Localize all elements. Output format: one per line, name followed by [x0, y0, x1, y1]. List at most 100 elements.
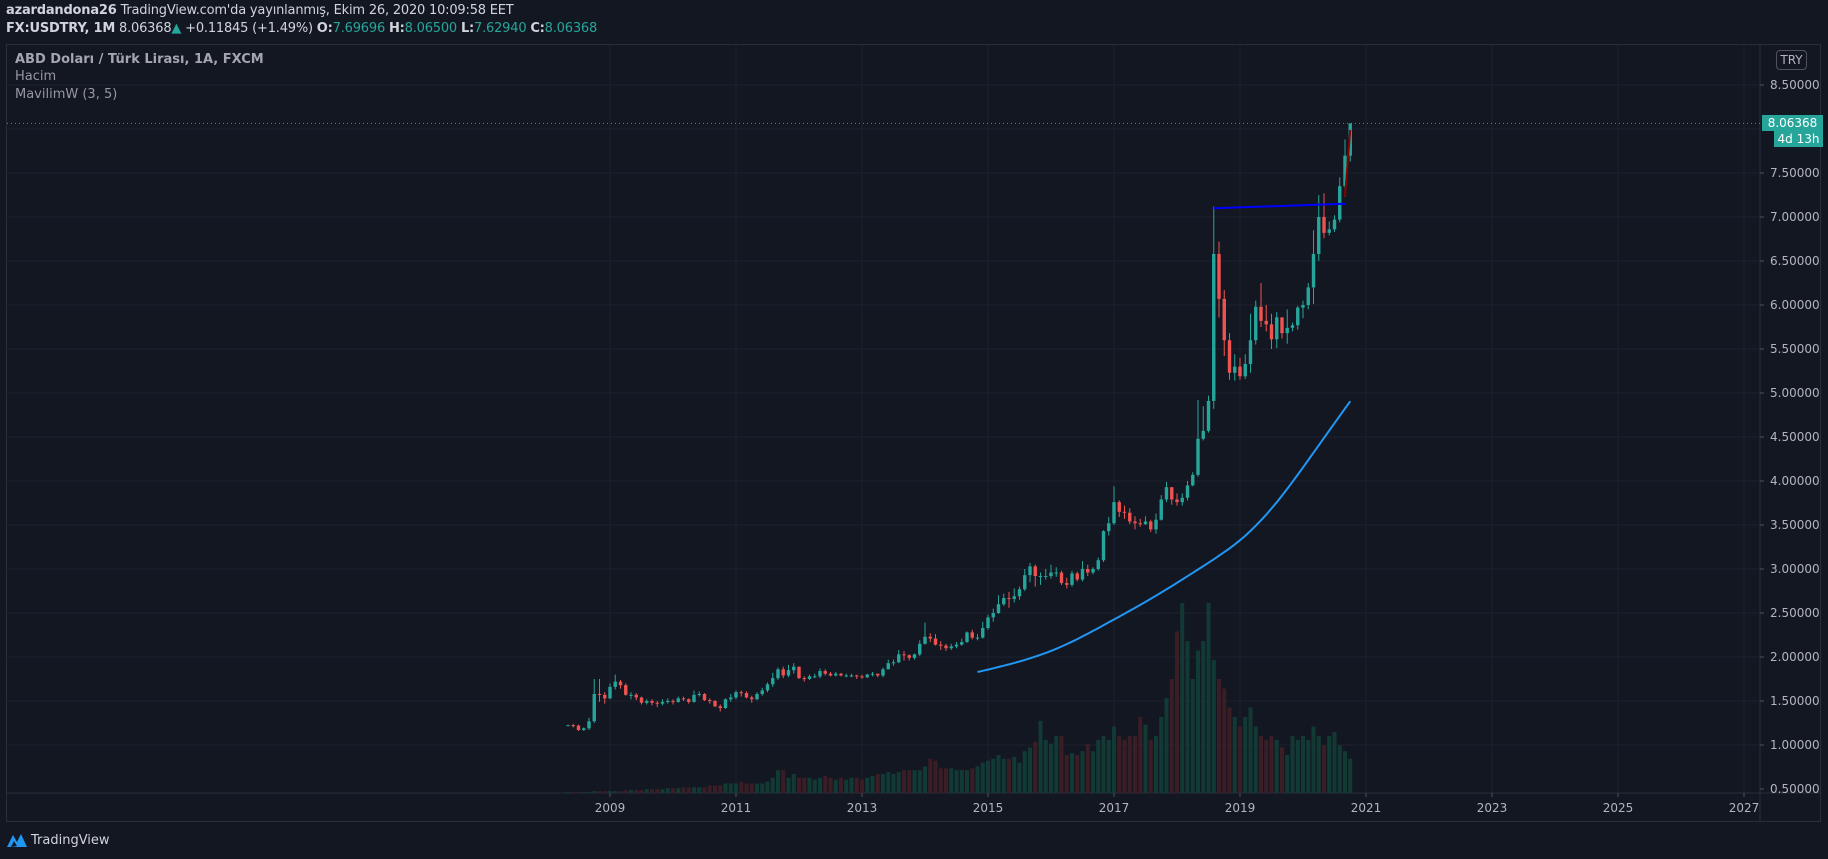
- volume-bar: [870, 775, 875, 793]
- candle-up: [1301, 305, 1305, 308]
- candle-down: [1259, 306, 1263, 321]
- candle-down: [713, 701, 717, 707]
- legend-volume[interactable]: Hacim: [15, 69, 57, 84]
- candle-up: [891, 662, 896, 664]
- candle-down: [1170, 487, 1174, 500]
- candle-up: [592, 693, 596, 722]
- candle-up: [1196, 438, 1200, 475]
- volume-bar: [1175, 631, 1179, 793]
- candle-up: [786, 670, 791, 676]
- volume-bar: [1033, 741, 1038, 793]
- volume-bar: [686, 787, 691, 793]
- candle-up: [587, 721, 591, 729]
- candle-up: [1311, 253, 1316, 288]
- candle-up: [844, 675, 848, 677]
- price-axis-label: 3.50000: [1770, 518, 1820, 532]
- volume-bar: [933, 760, 938, 793]
- volume-bar: [928, 758, 933, 793]
- price-axis-label: 4.50000: [1770, 430, 1820, 444]
- volume-bar: [1080, 751, 1085, 793]
- volume-bar: [980, 762, 985, 793]
- volume-bar: [613, 791, 618, 793]
- volume-bar: [1238, 726, 1242, 793]
- candle-down: [828, 673, 833, 676]
- volume-bar: [1243, 717, 1248, 793]
- candle-up: [1317, 217, 1321, 254]
- author-name[interactable]: azardandona26: [6, 3, 117, 18]
- volume-bar: [702, 787, 707, 793]
- candle-up: [1248, 340, 1253, 364]
- price-axis-label: 0.50000: [1770, 782, 1820, 796]
- volume-bar: [1143, 724, 1148, 793]
- candle-up: [1044, 576, 1048, 578]
- volume-bar: [1106, 739, 1111, 793]
- price-axis-label: 6.00000: [1770, 298, 1820, 312]
- candle-up: [849, 675, 854, 677]
- volume-bar: [660, 789, 665, 793]
- candle-down: [624, 685, 628, 695]
- price-axis-label: 6.50000: [1770, 254, 1820, 268]
- chart-pane[interactable]: [6, 44, 1821, 822]
- legend-mavilimw[interactable]: MavilimW (3, 5): [15, 87, 118, 102]
- candle-up: [676, 698, 680, 702]
- volume-bar: [1253, 726, 1258, 793]
- currency-badge[interactable]: TRY: [1776, 50, 1807, 70]
- volume-bar: [597, 791, 602, 793]
- candle-up: [776, 669, 780, 679]
- candle-up: [760, 690, 764, 694]
- candle-down: [797, 666, 801, 679]
- candle-down: [902, 654, 906, 656]
- time-axis-label: 2011: [721, 801, 752, 815]
- candle-up: [792, 666, 796, 671]
- volume-bar: [823, 775, 828, 793]
- candle-up: [1212, 253, 1216, 401]
- volume-bar: [1038, 720, 1043, 793]
- volume-bar: [1180, 603, 1185, 793]
- price-axis-label: 8.50000: [1770, 78, 1820, 92]
- time-axis-label: 2015: [973, 801, 1004, 815]
- volume-bar: [581, 792, 586, 793]
- volume-bar: [944, 768, 948, 793]
- candle-up: [1080, 569, 1085, 580]
- candle-down: [802, 678, 806, 680]
- volume-bar: [1248, 707, 1253, 793]
- candle-down: [928, 636, 932, 639]
- volume-bar: [1327, 736, 1332, 793]
- time-axis-label: 2021: [1351, 801, 1382, 815]
- volume-bar: [1185, 641, 1190, 793]
- price-axis-label: 2.50000: [1770, 606, 1820, 620]
- drawing-trendline: [1213, 202, 1346, 210]
- candle-down: [702, 693, 707, 701]
- candle-down: [576, 725, 581, 731]
- candle-up: [834, 673, 838, 676]
- volume-bar: [965, 770, 969, 793]
- volume-bar: [1112, 726, 1116, 793]
- volume-bar: [1043, 739, 1048, 793]
- candle-up: [566, 725, 570, 727]
- volume-bar: [849, 777, 854, 793]
- volume-bar: [1012, 756, 1017, 793]
- candle-up: [870, 673, 875, 675]
- candle-down: [876, 673, 880, 676]
- volume-bar: [618, 791, 623, 793]
- price-change: +0.11845 (+1.49%): [185, 21, 313, 36]
- legend-main-series[interactable]: ABD Doları / Türk Lirası, 1A, FXCM: [15, 52, 264, 67]
- volume-bar: [634, 790, 639, 793]
- volume-bar: [1007, 758, 1011, 793]
- candle-down: [744, 693, 749, 698]
- volume-bar: [707, 785, 712, 793]
- volume-bar: [1348, 758, 1353, 793]
- volume-bar: [1159, 717, 1164, 793]
- candle-up: [1206, 400, 1211, 431]
- volume-bar: [1164, 698, 1169, 793]
- tradingview-logo[interactable]: TradingView: [6, 832, 110, 848]
- price-axis-label: 1.00000: [1770, 738, 1820, 752]
- volume-bar: [1343, 751, 1347, 793]
- volume-bar: [1101, 736, 1106, 793]
- candle-down: [687, 699, 691, 702]
- last-price: 8.06368: [119, 21, 172, 36]
- candle-up: [949, 646, 953, 649]
- volume-bar: [760, 783, 765, 793]
- volume-bar: [1017, 762, 1022, 793]
